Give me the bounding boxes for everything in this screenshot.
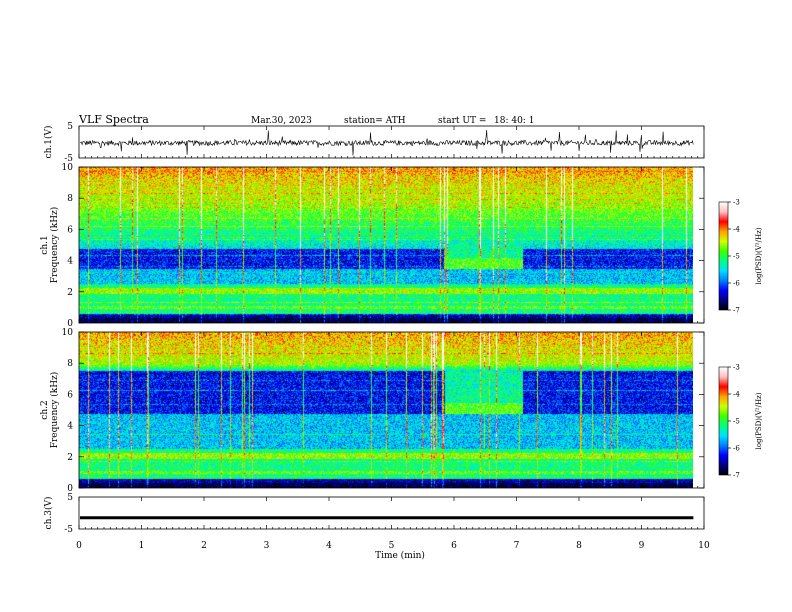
- ch2-frequency-ylabel: Frequency (kHz): [49, 372, 60, 449]
- ch1-colorbar: -3 -4 -5 -6 -7 log(PSD)(V²/Hz): [718, 199, 763, 315]
- freq-tick-label: 6: [67, 225, 73, 235]
- freq-tick-label: 0: [67, 484, 73, 494]
- ch3-waveform-panel: 5 -5 ch.3(V): [43, 493, 705, 535]
- ch2-colorbar: -3 -4 -5 -6 -7 log(PSD)(V²/Hz): [718, 364, 763, 480]
- freq-tick-label: 8: [67, 359, 73, 369]
- time-tick-label: 3: [264, 541, 270, 551]
- time-tick-label: 7: [514, 541, 520, 551]
- freq-tick-label: 4: [67, 257, 73, 267]
- ch1-frequency-ylabel: Frequency (kHz): [49, 207, 60, 284]
- station-label: station= ATH: [344, 116, 406, 126]
- ch3-ytick-top: 5: [67, 493, 73, 503]
- ch1-channel-label: ch.1: [40, 235, 50, 254]
- ch3-ytick-bottom: -5: [64, 525, 73, 535]
- ch1-ytick-top: 5: [67, 122, 73, 132]
- colorbar-tick-label: -5: [733, 253, 740, 261]
- start-ut-label: start UT =: [438, 116, 486, 126]
- colorbar-tick-label: -5: [733, 418, 740, 426]
- ch1-colorbar-gradient: [718, 201, 729, 311]
- freq-tick-label: 2: [67, 453, 73, 463]
- freq-tick-label: 10: [62, 328, 74, 338]
- ch3-waveform-frame: [78, 496, 705, 530]
- freq-tick-label: 2: [67, 288, 73, 298]
- colorbar-tick-label: -4: [733, 226, 740, 234]
- ch1-spectrogram-panel: 0 2 4 6 8 10 ch.1 Frequency (kHz): [40, 163, 705, 329]
- time-tick-label: 2: [201, 541, 207, 551]
- colorbar-tick-label: -4: [733, 391, 740, 399]
- freq-tick-label: 0: [67, 319, 73, 329]
- freq-tick-label: 8: [67, 194, 73, 204]
- ch2-spectrogram-image: [79, 332, 693, 488]
- ch2-channel-label: ch.2: [40, 400, 50, 419]
- time-tick-label: 6: [451, 541, 457, 551]
- figure-title: VLF Spectra: [78, 113, 149, 126]
- time-tick-label: 0: [76, 541, 82, 551]
- ch1-colorbar-label: log(PSD)(V²/Hz): [755, 227, 763, 284]
- colorbar-tick-label: -7: [733, 472, 740, 480]
- colorbar-tick-label: -6: [733, 280, 740, 288]
- ch1-waveform-trace: [79, 129, 694, 156]
- freq-tick-label: 10: [62, 163, 74, 173]
- colorbar-tick-label: -6: [733, 445, 740, 453]
- date-label: Mar.30, 2023: [251, 116, 312, 126]
- time-axis-label: Time (min): [375, 550, 425, 561]
- colorbar-tick-label: -3: [733, 199, 740, 207]
- time-tick-label: 9: [639, 541, 645, 551]
- freq-tick-label: 6: [67, 390, 73, 400]
- ch1-spectrogram-image: [79, 167, 693, 323]
- ch2-colorbar-gradient: [718, 366, 729, 476]
- freq-tick-label: 4: [67, 422, 73, 432]
- ch2-spectrogram-panel: 0 2 4 6 8 10 ch.2 Frequency (kHz): [40, 328, 705, 494]
- time-tick-label: 1: [139, 541, 145, 551]
- colorbar-tick-label: -7: [733, 307, 740, 315]
- ch1-ytick-bottom: -5: [64, 154, 73, 164]
- ch2-colorbar-label: log(PSD)(V²/Hz): [755, 392, 763, 449]
- time-axis: 0 1 2 3 4 5 6 7 8 9 10: [76, 126, 710, 551]
- time-tick-label: 10: [698, 541, 710, 551]
- ch1-waveform-panel: 5 -5 ch.1(V): [43, 122, 705, 164]
- start-time-value: 18: 40: 1: [494, 116, 534, 126]
- time-tick-label: 8: [576, 541, 582, 551]
- ch3-waveform-ylabel: ch.3(V): [43, 497, 54, 530]
- time-tick-label: 5: [389, 541, 395, 551]
- colorbar-tick-label: -3: [733, 364, 740, 372]
- time-tick-label: 4: [326, 541, 332, 551]
- ch1-waveform-ylabel: ch.1(V): [43, 126, 54, 159]
